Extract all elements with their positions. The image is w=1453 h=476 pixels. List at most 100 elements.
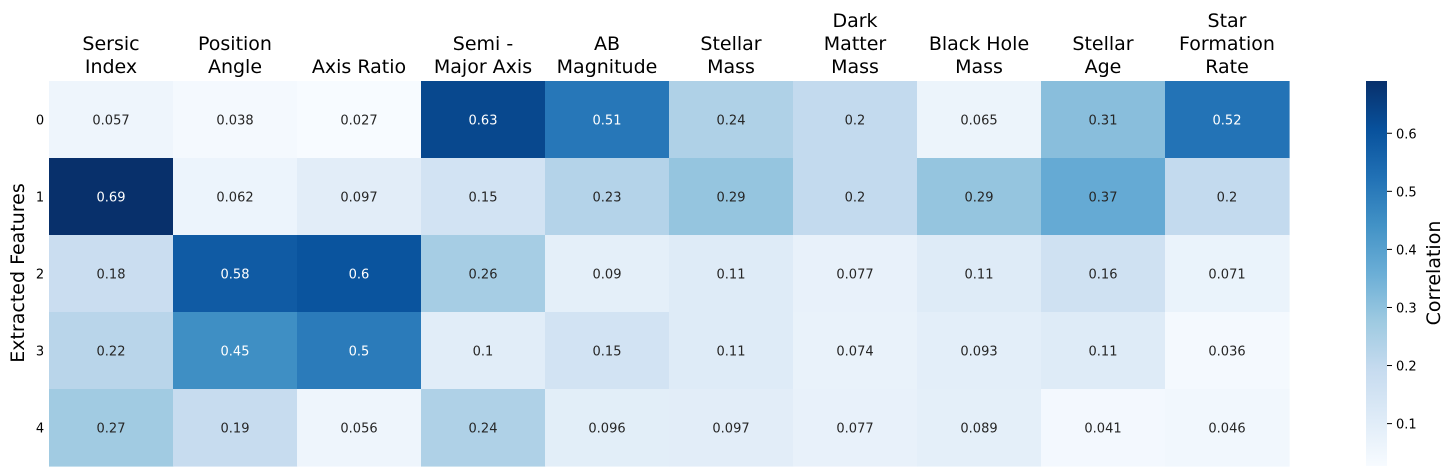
cell-value-label: 0.1 (473, 345, 494, 360)
cell-value-label: 0.071 (1208, 268, 1245, 283)
column-label: Axis Ratio (312, 56, 406, 78)
cell-value-label: 0.11 (717, 345, 746, 360)
heatmap-cell (917, 389, 1042, 467)
heatmap-cells: 0.057 0.038 0.027 0.63 0.51 0.24 0.2 0.065 0.31 0… (49, 81, 1290, 467)
heatmap-cell (793, 158, 918, 236)
colorbar-tick-label: 0.4 (1396, 243, 1417, 258)
cell-value-label: 0.26 (469, 268, 498, 283)
heatmap-cell (297, 158, 422, 236)
cell-value-label: 0.58 (221, 268, 250, 283)
heatmap-cell (545, 389, 670, 467)
heatmap-cell (1041, 389, 1166, 467)
cell-value-label: 0.056 (340, 422, 377, 437)
heatmap-cell (49, 235, 174, 313)
cell-value-label: 0.2 (845, 114, 866, 129)
heatmap-cell (669, 389, 794, 467)
colorbar-tick-label: 0.6 (1396, 127, 1417, 142)
cell-value-label: 0.29 (965, 191, 994, 206)
column-label: Star (1208, 10, 1247, 32)
cell-value-label: 0.24 (469, 422, 498, 437)
column-label: Mass (831, 56, 879, 78)
cell-value-label: 0.37 (1089, 191, 1118, 206)
cell-value-label: 0.062 (216, 191, 253, 206)
column-label: Semi - (453, 33, 513, 55)
cell-value-label: 0.63 (469, 114, 498, 129)
cell-value-label: 0.093 (960, 345, 997, 360)
column-label: Angle (208, 56, 262, 78)
cell-value-label: 0.45 (221, 345, 250, 360)
cell-value-label: 0.18 (97, 268, 126, 283)
cell-value-label: 0.027 (340, 114, 377, 129)
column-label: Stellar (1072, 33, 1133, 55)
column-label: Matter (824, 33, 887, 55)
column-label: Formation (1179, 33, 1275, 55)
heatmap-cell (1041, 158, 1166, 236)
heatmap-cell (421, 235, 546, 313)
heatmap-cell (297, 312, 422, 390)
heatmap-cell (421, 158, 546, 236)
cell-value-label: 0.29 (717, 191, 746, 206)
heatmap-cell (917, 81, 1042, 159)
cell-value-label: 0.11 (1089, 345, 1118, 360)
cell-value-label: 0.5 (349, 345, 370, 360)
heatmap-cell (1041, 235, 1166, 313)
cell-value-label: 0.2 (845, 191, 866, 206)
cell-value-label: 0.046 (1208, 422, 1245, 437)
column-label: Sersic (82, 33, 139, 55)
heatmap-cell (1165, 158, 1290, 236)
colorbar-ticks: 0.1 0.2 0.3 0.4 0.5 0.6 (1387, 127, 1417, 433)
colorbar-tick-label: 0.5 (1396, 185, 1417, 200)
column-label: Mass (707, 56, 755, 78)
row-label: 2 (36, 268, 44, 283)
heatmap-cell (1041, 81, 1166, 159)
heatmap-cell (793, 312, 918, 390)
cell-value-label: 0.097 (340, 191, 377, 206)
cell-value-label: 0.19 (221, 422, 250, 437)
cell-value-label: 0.16 (1089, 268, 1118, 283)
column-label: AB (594, 33, 620, 55)
column-label: Mass (955, 56, 1003, 78)
cell-value-label: 0.097 (712, 422, 749, 437)
column-label: Magnitude (557, 56, 658, 78)
heatmap-cell (173, 312, 298, 390)
column-label: Black Hole (929, 33, 1029, 55)
heatmap-cell (297, 235, 422, 313)
cell-value-label: 0.6 (349, 268, 370, 283)
cell-value-label: 0.089 (960, 422, 997, 437)
cell-value-label: 0.52 (1213, 114, 1242, 129)
heatmap-cell (917, 312, 1042, 390)
cell-value-label: 0.11 (717, 268, 746, 283)
cell-value-label: 0.065 (960, 114, 997, 129)
heatmap-cell (173, 389, 298, 467)
heatmap-cell (1165, 235, 1290, 313)
column-label: Rate (1205, 56, 1249, 78)
heatmap-cell (1165, 81, 1290, 159)
row-label: 4 (36, 422, 44, 437)
heatmap-cell (49, 389, 174, 467)
heatmap-cell (49, 158, 174, 236)
cell-value-label: 0.23 (593, 191, 622, 206)
cell-value-label: 0.2 (1217, 191, 1238, 206)
heatmap-cell (917, 235, 1042, 313)
heatmap-cell (421, 389, 546, 467)
heatmap-cell (173, 81, 298, 159)
colorbar-title: Correlation (1423, 221, 1445, 326)
cell-value-label: 0.096 (588, 422, 625, 437)
heatmap-cell (1165, 389, 1290, 467)
colorbar-tick-label: 0.3 (1396, 301, 1417, 316)
heatmap-cell (917, 158, 1042, 236)
heatmap-cell (793, 389, 918, 467)
heatmap-cell (545, 81, 670, 159)
row-label: 1 (36, 191, 44, 206)
cell-value-label: 0.077 (836, 268, 873, 283)
cell-value-label: 0.24 (717, 114, 746, 129)
colorbar-tick-label: 0.1 (1396, 418, 1417, 433)
heatmap-cell (421, 81, 546, 159)
row-label: 0 (36, 114, 44, 129)
cell-value-label: 0.09 (593, 268, 622, 283)
column-label: Major Axis (434, 56, 532, 78)
cell-value-label: 0.036 (1208, 345, 1245, 360)
heatmap-cell (545, 158, 670, 236)
